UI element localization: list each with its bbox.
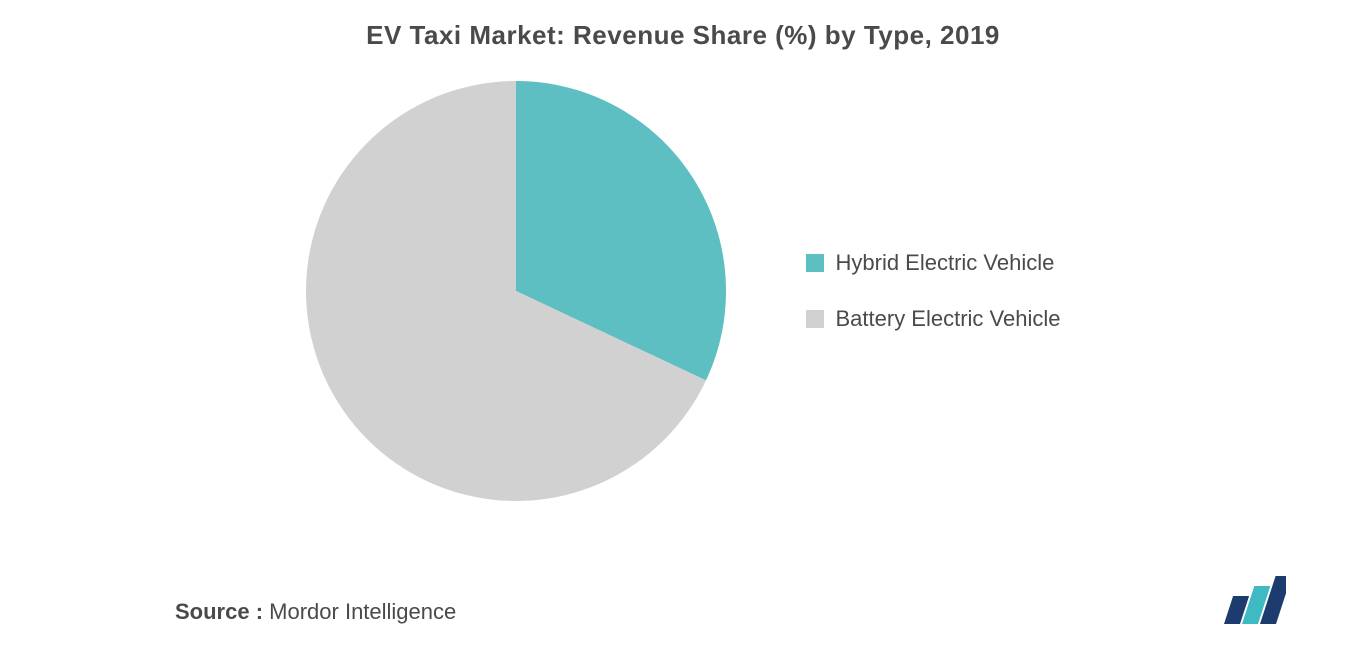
legend: Hybrid Electric Vehicle Battery Electric …: [806, 250, 1061, 332]
legend-label: Hybrid Electric Vehicle: [836, 250, 1055, 276]
pie-chart: [306, 81, 726, 501]
legend-item: Hybrid Electric Vehicle: [806, 250, 1061, 276]
legend-item: Battery Electric Vehicle: [806, 306, 1061, 332]
chart-container: Hybrid Electric Vehicle Battery Electric …: [0, 81, 1366, 501]
legend-label: Battery Electric Vehicle: [836, 306, 1061, 332]
legend-swatch: [806, 254, 824, 272]
legend-swatch: [806, 310, 824, 328]
mordor-logo-icon: [1216, 572, 1286, 633]
chart-title: EV Taxi Market: Revenue Share (%) by Typ…: [0, 0, 1366, 51]
source-label: Source :: [175, 599, 263, 624]
source-attribution: Source : Mordor Intelligence: [175, 599, 456, 625]
source-value: Mordor Intelligence: [269, 599, 456, 624]
